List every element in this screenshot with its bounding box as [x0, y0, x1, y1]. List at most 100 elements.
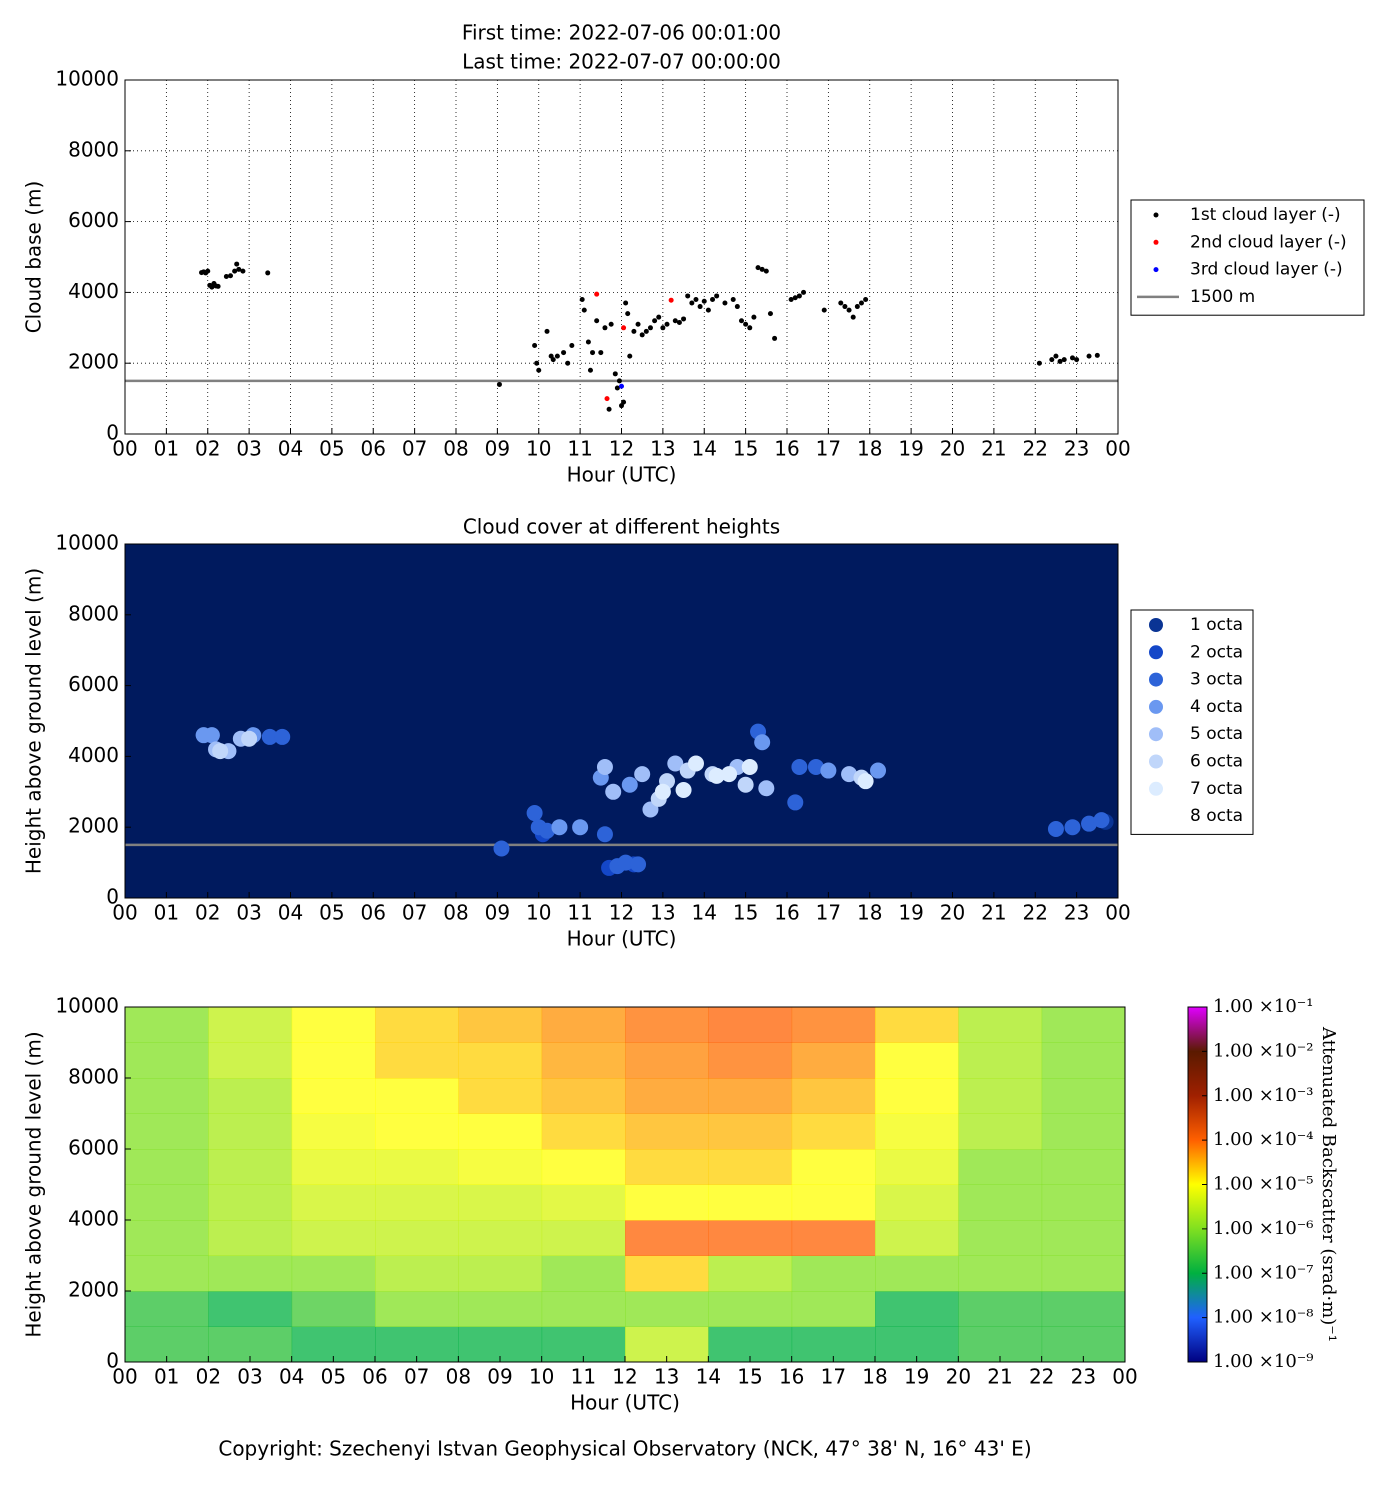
y-tick-label: 6000	[68, 1136, 119, 1160]
data-point	[1057, 358, 1063, 364]
chart-title: First time: 2022-07-06 00:01:00	[462, 21, 781, 45]
heatmap-cell	[458, 1291, 543, 1327]
heatmap-cell	[125, 1042, 209, 1079]
x-tick-label: 19	[898, 437, 923, 461]
heatmap-cell	[375, 1184, 459, 1221]
heatmap-cell	[541, 1007, 626, 1043]
x-tick-label: 21	[981, 901, 1006, 925]
x-tick-label: 18	[857, 437, 882, 461]
data-point	[820, 762, 837, 779]
x-tick-label: 07	[402, 437, 427, 461]
x-tick-label: 03	[236, 437, 261, 461]
heatmap-cell	[541, 1184, 626, 1221]
heatmap-cell	[541, 1220, 626, 1256]
data-point	[594, 291, 600, 297]
heatmap-cell	[625, 1149, 709, 1185]
x-tick-label: 22	[1023, 901, 1048, 925]
legend-label: 5 octa	[1190, 724, 1243, 744]
y-axis-label: Height above ground level (m)	[22, 568, 46, 874]
data-point	[667, 755, 684, 772]
data-point	[697, 304, 703, 310]
heatmap-cell	[708, 1007, 793, 1043]
y-tick-label: 8000	[68, 601, 119, 625]
x-tick-label: 11	[571, 1365, 596, 1389]
data-point	[734, 304, 740, 310]
data-point	[791, 759, 808, 776]
data-point	[551, 819, 568, 836]
heatmap-cell	[625, 1078, 709, 1114]
x-tick-label: 15	[737, 1365, 762, 1389]
heatmap-cell	[791, 1149, 876, 1185]
legend: 1st cloud layer (-) 2nd cloud layer (-) 3r…	[1130, 199, 1365, 316]
data-point	[722, 300, 728, 306]
colorbar-tick-label: 1.00 ×10⁻⁸	[1213, 1307, 1314, 1328]
data-point	[668, 297, 674, 303]
data-point	[614, 385, 620, 391]
x-tick-label: 06	[362, 1365, 387, 1389]
data-point	[763, 268, 769, 274]
x-tick-label: 18	[857, 901, 882, 925]
y-tick-label: 4000	[68, 279, 119, 303]
heatmap-cell	[1041, 1184, 1126, 1221]
heatmap-cell	[208, 1220, 293, 1256]
legend-label: 3 octa	[1190, 670, 1243, 690]
data-point	[493, 840, 510, 857]
x-tick-label: 00	[1112, 1365, 1137, 1389]
heatmap-cell	[541, 1078, 626, 1114]
data-point	[627, 353, 633, 359]
heatmap-cell	[375, 1113, 459, 1150]
data-point	[232, 268, 238, 274]
data-point	[594, 318, 600, 324]
colorbar-tick-label: 1.00 ×10⁻⁹	[1213, 1351, 1314, 1372]
colorbar-tick-label: 1.00 ×10⁻⁵	[1213, 1174, 1314, 1195]
data-point	[265, 270, 271, 276]
data-point	[606, 406, 612, 412]
data-point	[630, 856, 647, 873]
legend-label: 3rd cloud layer (-)	[1190, 260, 1343, 280]
x-tick-label: 05	[319, 437, 344, 461]
x-tick-label: 00	[112, 901, 137, 925]
data-point	[241, 730, 258, 747]
heatmap-cell	[791, 1184, 876, 1221]
data-point	[623, 300, 629, 306]
legend-marker	[1149, 809, 1163, 824]
data-point	[842, 304, 848, 310]
legend-label: 4 octa	[1190, 697, 1243, 717]
data-point	[534, 360, 540, 366]
legend-marker	[1149, 754, 1163, 769]
data-point	[274, 728, 291, 745]
heatmap-cell	[208, 1113, 293, 1150]
data-point	[631, 328, 637, 334]
heatmap-cell	[125, 1078, 209, 1114]
y-tick-label: 6000	[68, 208, 119, 232]
heatmap-cell	[291, 1291, 376, 1327]
heatmap-cell	[875, 1220, 959, 1256]
data-point	[565, 360, 571, 366]
x-tick-label: 12	[612, 1365, 637, 1389]
heatmap-cell	[458, 1042, 543, 1079]
heatmap-cell	[125, 1220, 209, 1256]
x-tick-label: 02	[196, 1365, 221, 1389]
data-point	[604, 396, 610, 402]
data-point	[846, 307, 852, 313]
heatmap-cell	[291, 1042, 376, 1079]
data-point	[759, 266, 765, 272]
x-tick-label: 12	[609, 437, 634, 461]
y-axis-label: Height above ground level (m)	[22, 1031, 46, 1337]
heatmap-cell	[375, 1220, 459, 1256]
x-tick-label: 08	[443, 901, 468, 925]
heatmap-cell	[458, 1255, 543, 1292]
heatmap-cell	[208, 1078, 293, 1114]
y-tick-label: 10000	[55, 67, 119, 91]
data-point	[634, 766, 651, 783]
y-tick-label: 2000	[68, 350, 119, 374]
data-point	[550, 357, 556, 363]
data-point	[664, 321, 670, 327]
data-point	[656, 314, 662, 320]
heatmap-cell	[375, 1255, 459, 1292]
heatmap-cell	[625, 1184, 709, 1221]
y-tick-label: 8000	[68, 137, 119, 161]
heatmap-cell	[958, 1149, 1043, 1185]
data-point	[532, 343, 538, 348]
